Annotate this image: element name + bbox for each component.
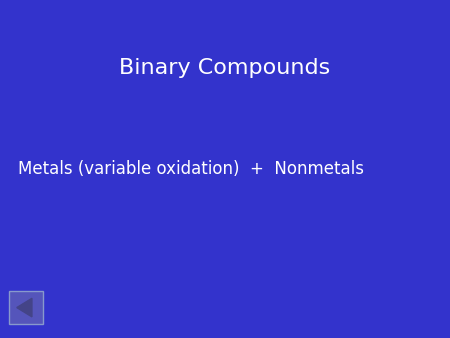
Text: Binary Compounds: Binary Compounds <box>119 57 331 78</box>
Text: Metals (variable oxidation)  +  Nonmetals: Metals (variable oxidation) + Nonmetals <box>18 160 364 178</box>
Bar <box>9 291 43 324</box>
Polygon shape <box>17 298 32 317</box>
